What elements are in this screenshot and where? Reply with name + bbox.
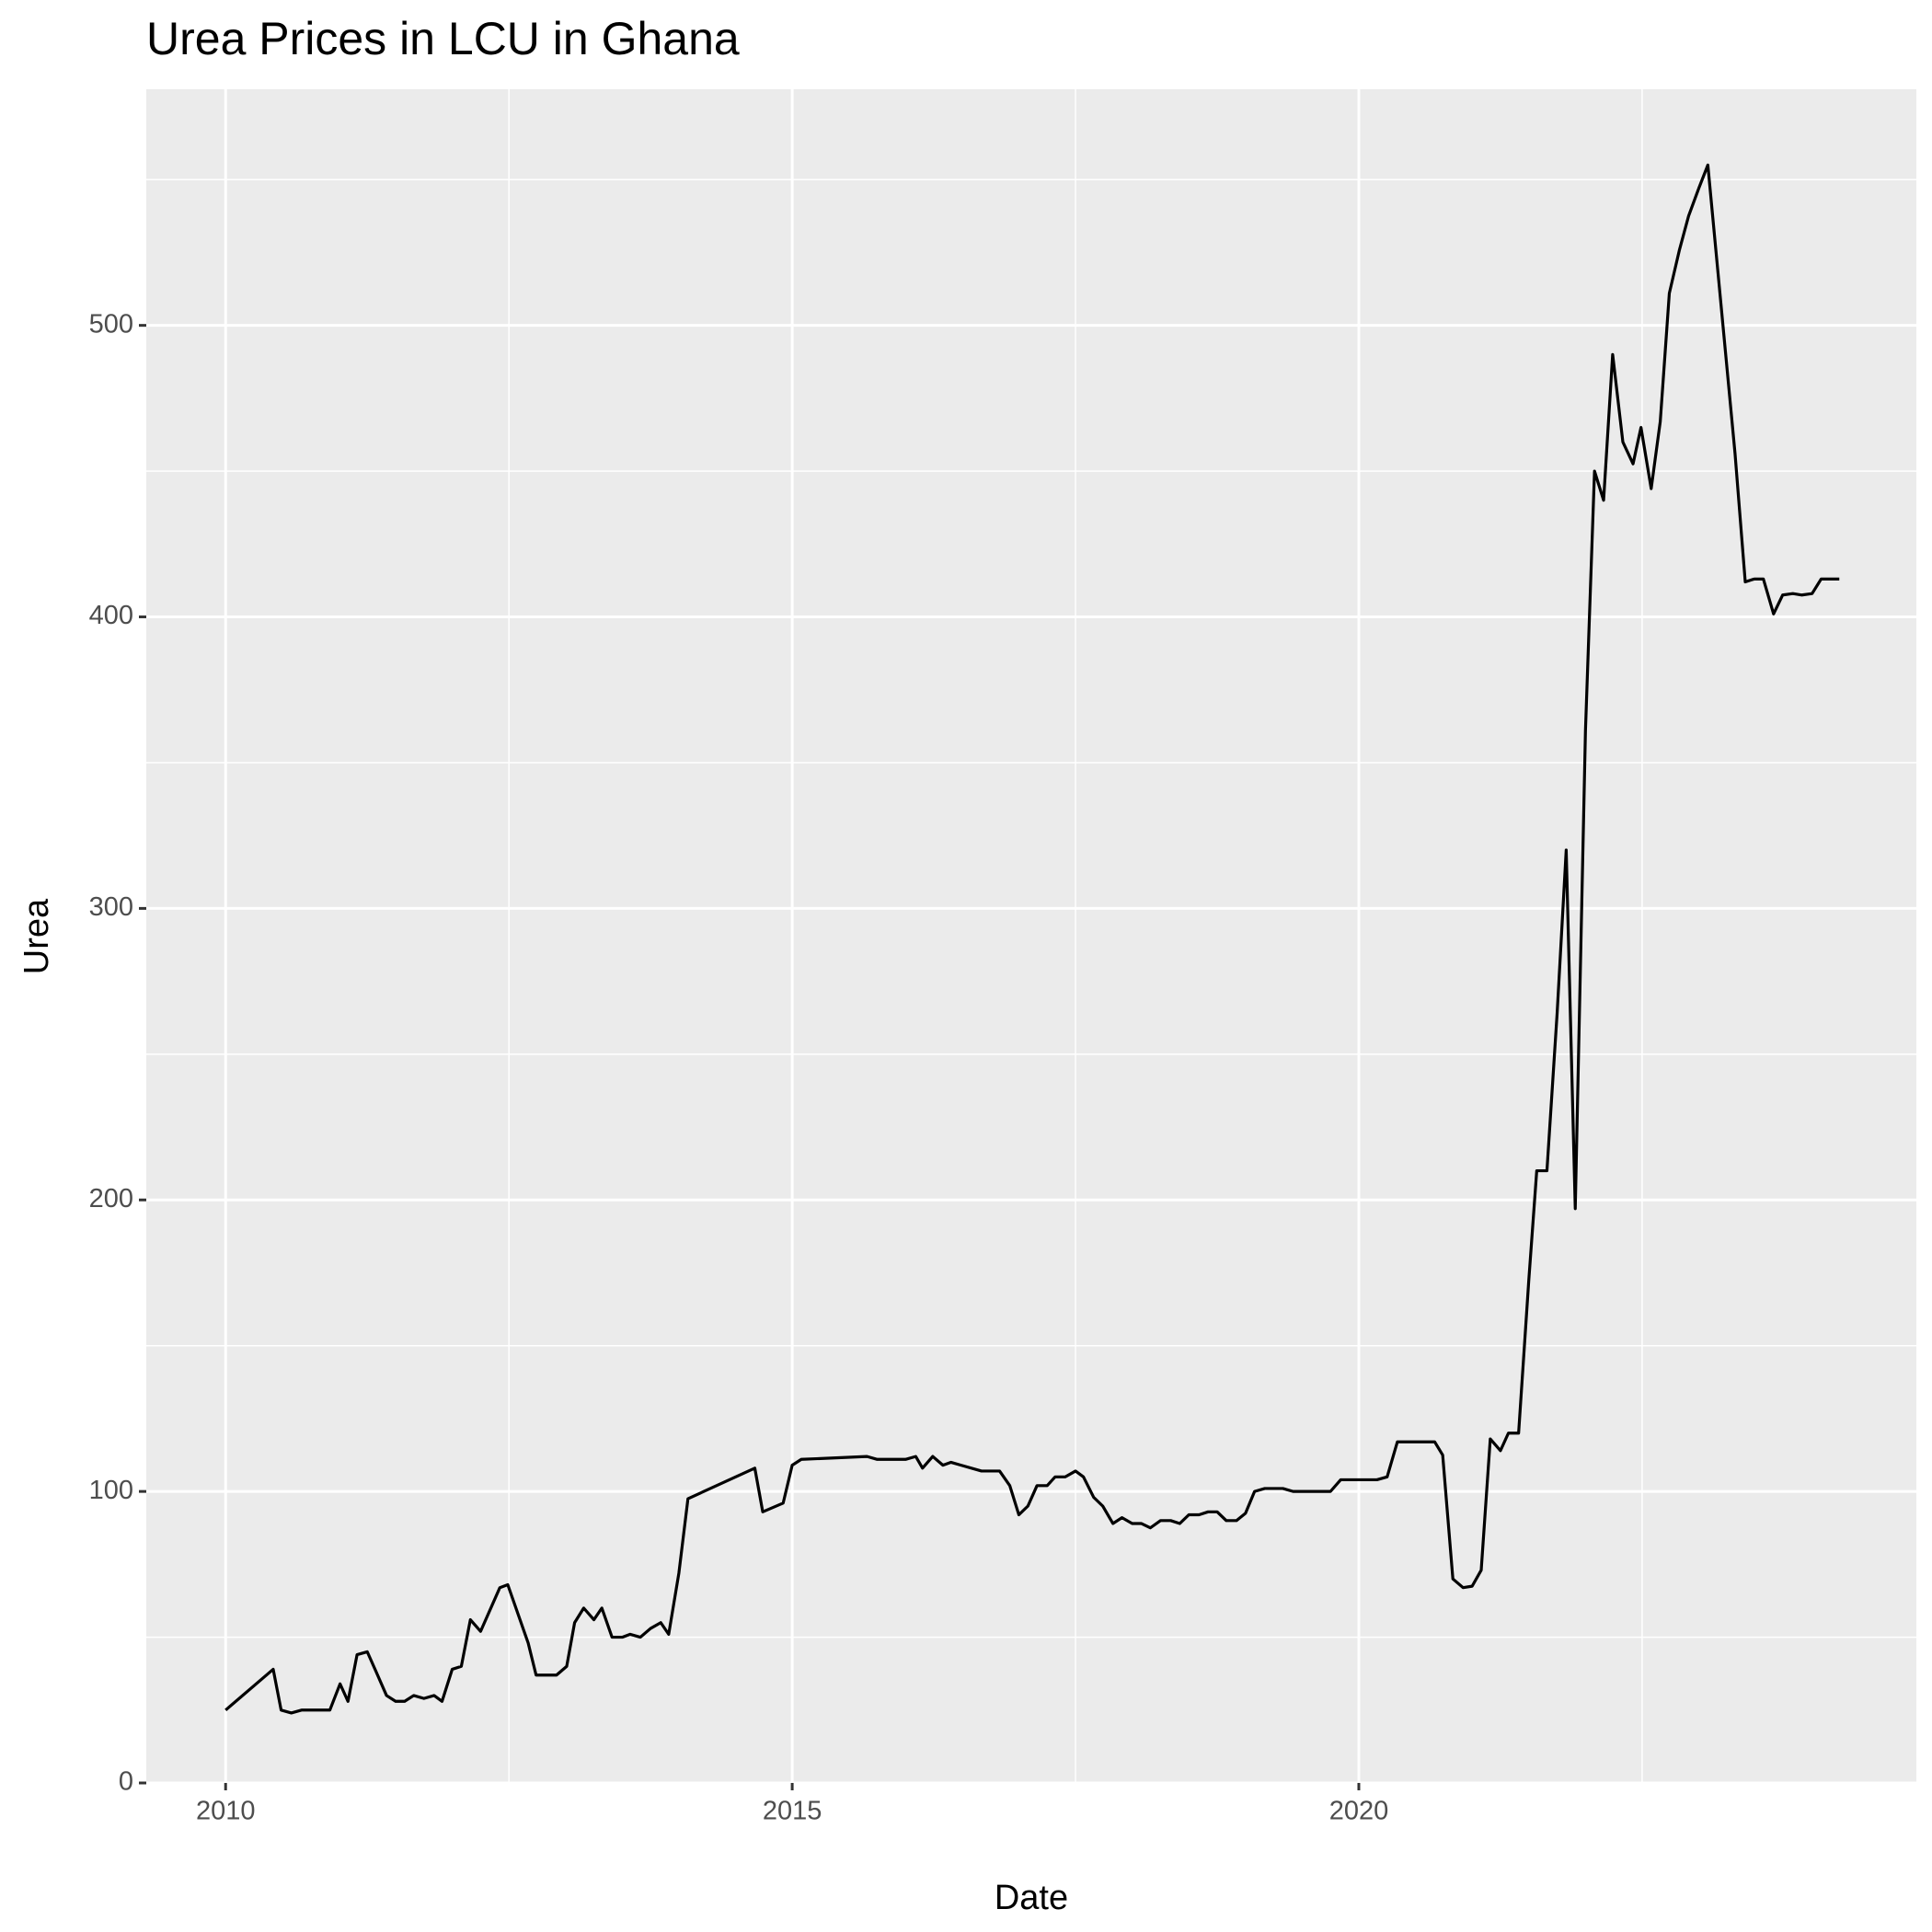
y-tick-label: 500 [89, 309, 133, 339]
x-tick-label: 2020 [1329, 1797, 1389, 1826]
x-tick-label: 2015 [763, 1797, 822, 1826]
y-tick-label: 200 [89, 1184, 133, 1213]
y-tick-label: 300 [89, 892, 133, 922]
y-tick-label: 400 [89, 601, 133, 630]
y-tick-label: 100 [89, 1476, 133, 1505]
x-tick-label: 2010 [196, 1797, 256, 1826]
chart-title: Urea Prices in LCU in Ghana [146, 13, 740, 64]
y-tick-label: 0 [119, 1767, 133, 1797]
y-axis-title: Urea [17, 898, 56, 974]
x-axis-title: Date [995, 1879, 1068, 1917]
data-line [224, 163, 1840, 1715]
plot-panel [146, 89, 1916, 1783]
